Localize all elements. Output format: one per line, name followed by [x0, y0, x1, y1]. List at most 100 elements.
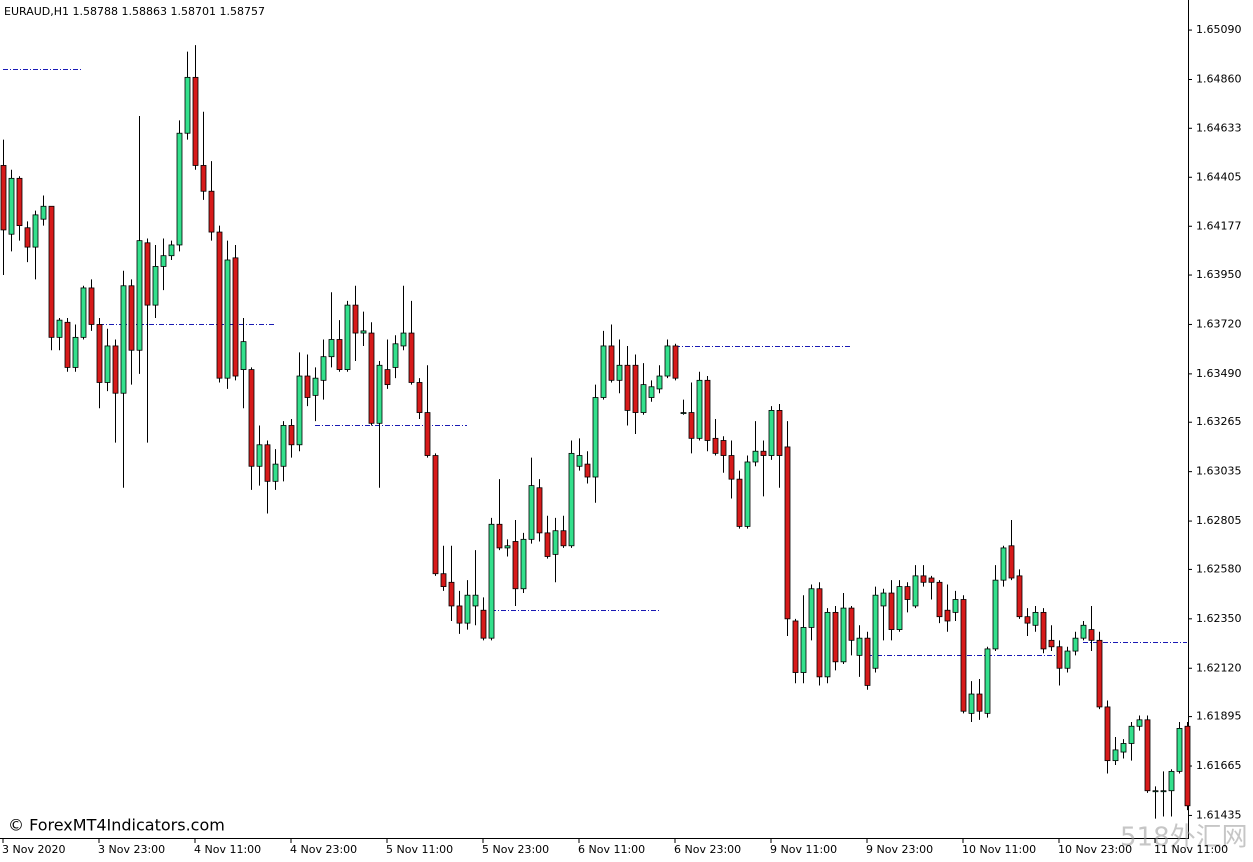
candle-body: [120, 285, 127, 394]
candle-body: [72, 336, 79, 368]
candle-body: [984, 648, 991, 714]
candle-body: [1144, 719, 1151, 792]
candle-body: [496, 523, 503, 549]
candle-body: [1088, 629, 1095, 641]
y-tick-label: 1.63720: [1196, 317, 1242, 330]
candle-body: [736, 478, 743, 527]
candle-body: [48, 205, 55, 338]
y-tick-label: 1.64405: [1196, 170, 1242, 183]
candle-body: [888, 592, 895, 630]
candle-body: [216, 231, 223, 379]
candle-body: [184, 76, 191, 134]
candle-body: [672, 345, 679, 379]
candle-body: [1016, 575, 1023, 618]
candle-body: [936, 581, 943, 618]
y-tick-label: 1.62580: [1196, 562, 1242, 575]
candle-body: [880, 592, 887, 607]
candle-body: [576, 455, 583, 467]
candle-body: [472, 594, 479, 607]
x-tick-label: 9 Nov 11:00: [770, 843, 837, 856]
candle-body: [1168, 770, 1175, 792]
candle-body: [1064, 650, 1071, 669]
candle-body: [448, 581, 455, 607]
candle-body: [688, 412, 695, 439]
candle-body: [744, 461, 751, 527]
x-tick-label: 5 Nov 23:00: [482, 843, 549, 856]
x-tick-label: 5 Nov 11:00: [386, 843, 453, 856]
candle-body: [480, 609, 487, 639]
candle-body: [1008, 545, 1015, 579]
candle-body: [1072, 637, 1079, 652]
candle-body: [376, 364, 383, 424]
candle-body: [232, 257, 239, 377]
candle-body: [392, 343, 399, 368]
candle-body: [648, 386, 655, 398]
candle-body: [968, 693, 975, 714]
candle-body: [1104, 706, 1111, 762]
candle-body: [296, 375, 303, 446]
candle-body: [16, 177, 23, 227]
candle-body: [408, 332, 415, 383]
candle-body: [608, 345, 615, 381]
candle-body: [240, 341, 247, 370]
candle-body: [976, 693, 983, 712]
candle-body: [304, 375, 311, 398]
x-tick-label: 6 Nov 23:00: [674, 843, 741, 856]
candle-body: [920, 575, 927, 583]
candle-body: [152, 266, 159, 306]
candle-body: [424, 412, 431, 456]
candle-body: [136, 240, 143, 351]
candle-body: [224, 259, 231, 379]
candle-body: [520, 538, 527, 590]
candle-body: [544, 532, 551, 557]
candle-body: [952, 599, 959, 613]
candle-body: [904, 586, 911, 600]
candle-body: [528, 485, 535, 540]
candle-body: [384, 369, 391, 386]
x-tick-label: 3 Nov 2020: [2, 843, 65, 856]
x-tick-label: 6 Nov 11:00: [578, 843, 645, 856]
candle-body: [176, 132, 183, 246]
candle-body: [104, 345, 111, 383]
candle-body: [992, 579, 999, 650]
candle-body: [728, 455, 735, 480]
candle-body: [456, 605, 463, 624]
y-tick-label: 1.63265: [1196, 415, 1242, 428]
candle-body: [312, 377, 319, 396]
candle-body: [784, 446, 791, 620]
candle-body: [960, 599, 967, 712]
candle-body: [432, 455, 439, 575]
candle-body: [800, 627, 807, 673]
candle-body: [1112, 749, 1119, 762]
candle-body: [752, 450, 759, 463]
candle-body: [288, 425, 295, 446]
x-tick-label: 11 Nov 11:00: [1154, 843, 1228, 856]
candle-body: [768, 410, 775, 456]
candle-body: [1096, 639, 1103, 708]
y-tick-label: 1.62350: [1196, 612, 1242, 625]
candle-body: [592, 397, 599, 478]
candle-body: [256, 444, 263, 467]
candle-body: [512, 541, 519, 590]
candle-body: [336, 339, 343, 370]
candle-body: [704, 379, 711, 441]
y-tick-label: 1.64177: [1196, 219, 1242, 232]
candle-body: [504, 545, 511, 549]
y-tick-label: 1.61665: [1196, 759, 1242, 772]
candle-body: [848, 607, 855, 641]
candle-body: [264, 444, 271, 482]
y-tick-label: 1.63950: [1196, 268, 1242, 281]
candle-body: [568, 452, 575, 547]
candle-body: [776, 410, 783, 456]
candle-body: [640, 384, 647, 413]
candle-body: [0, 165, 7, 231]
candle-body: [160, 255, 167, 267]
candle-body: [864, 637, 871, 686]
candle-body: [560, 530, 567, 547]
y-tick-label: 1.62805: [1196, 514, 1242, 527]
candle-body: [552, 530, 559, 555]
chart-title: EURAUD,H1 1.58788 1.58863 1.58701 1.5875…: [4, 5, 265, 18]
candle-body: [400, 332, 407, 347]
